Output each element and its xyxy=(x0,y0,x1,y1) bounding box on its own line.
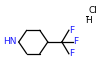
Text: Cl: Cl xyxy=(89,6,98,15)
Text: H: H xyxy=(85,16,92,25)
Text: HN: HN xyxy=(3,37,17,47)
Text: F: F xyxy=(69,49,74,58)
Text: F: F xyxy=(73,37,79,47)
Text: F: F xyxy=(69,26,74,35)
